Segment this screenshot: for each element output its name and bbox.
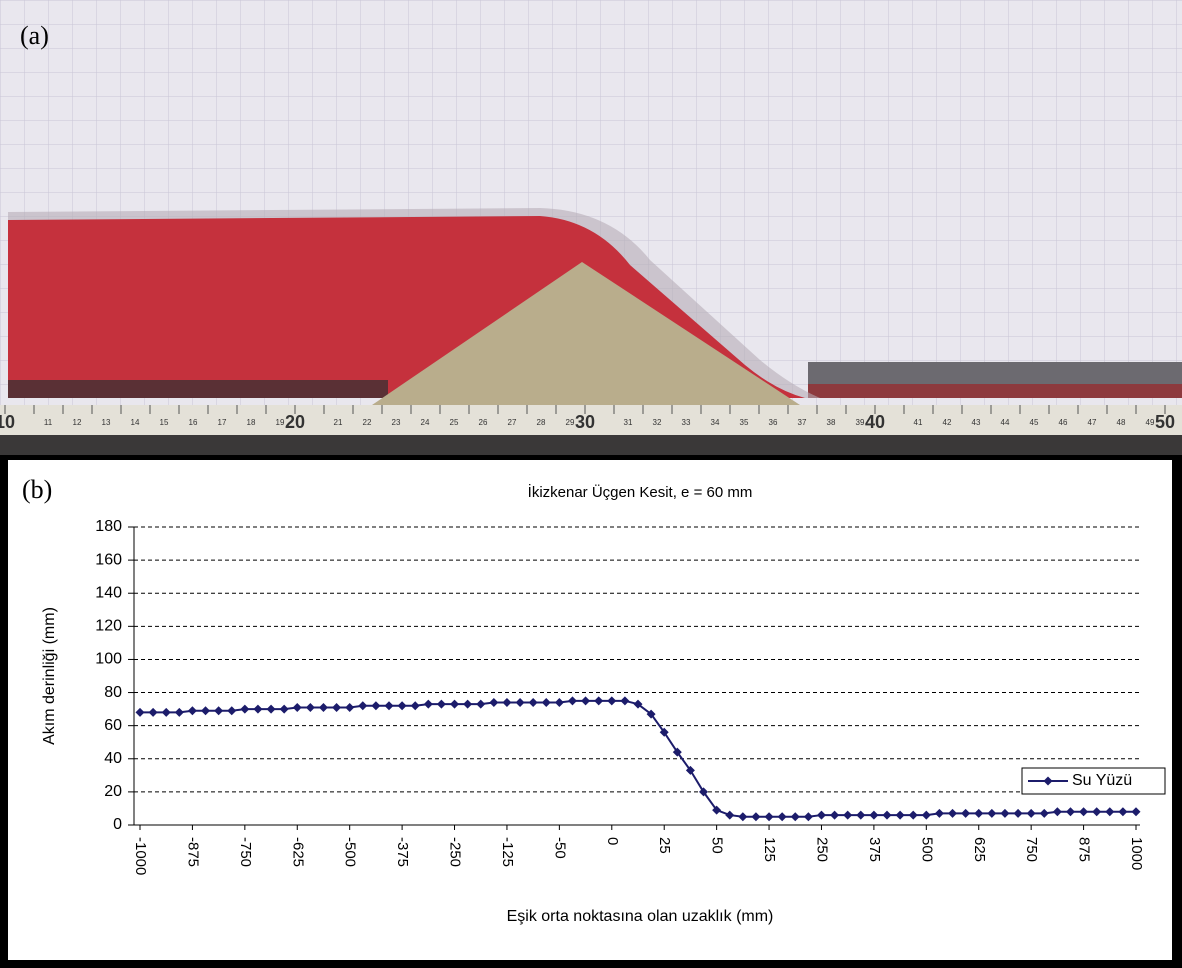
x-tick-label: 125 (761, 837, 778, 862)
ruler-label: 16 (189, 418, 198, 427)
ruler-label: 30 (575, 412, 595, 432)
ruler-label: 19 (276, 418, 285, 427)
ruler-label: 11 (44, 418, 53, 427)
ruler-label: 43 (972, 418, 981, 427)
x-tick-label: -500 (342, 837, 359, 867)
x-tick-label: -50 (551, 837, 568, 859)
ruler-label: 29 (566, 418, 575, 427)
x-tick-label: -125 (499, 837, 516, 867)
ruler-label: 26 (479, 418, 488, 427)
ruler-label: 17 (218, 418, 227, 427)
ruler-label: 10 (0, 412, 15, 432)
ruler-label: 24 (421, 418, 430, 427)
ruler-label: 33 (682, 418, 691, 427)
ruler-label: 36 (769, 418, 778, 427)
ruler-label: 45 (1030, 418, 1039, 427)
x-tick-label: 375 (866, 837, 883, 862)
x-tick-label: -750 (237, 837, 254, 867)
y-tick-label: 0 (113, 816, 122, 833)
y-tick-label: 180 (95, 518, 122, 535)
ruler-label: 50 (1155, 412, 1175, 432)
chart-frame (8, 460, 1172, 960)
y-tick-label: 120 (95, 618, 122, 635)
panel-label: (a) (20, 21, 49, 50)
ruler-label: 47 (1088, 418, 1097, 427)
y-tick-label: 140 (95, 584, 122, 601)
ruler-label: 25 (450, 418, 459, 427)
ruler-label: 44 (1001, 418, 1010, 427)
photo-edge (0, 435, 1182, 455)
ruler-label: 48 (1117, 418, 1126, 427)
x-tick-label: -1000 (132, 837, 149, 875)
ruler-label: 41 (914, 418, 923, 427)
x-tick-label: 875 (1076, 837, 1093, 862)
ruler-label: 42 (943, 418, 952, 427)
x-tick-label: -375 (394, 837, 411, 867)
y-tick-label: 40 (104, 750, 122, 767)
x-tick-label: -250 (447, 837, 464, 867)
y-tick-label: 20 (104, 783, 122, 800)
ruler-label: 39 (856, 418, 865, 427)
channel-bed (8, 380, 388, 398)
y-tick-label: 60 (104, 717, 122, 734)
figure: (a) 101112131415161718192021222324252627… (0, 0, 1182, 968)
ruler-label: 14 (131, 418, 140, 427)
ruler-label: 23 (392, 418, 401, 427)
x-tick-label: 50 (709, 837, 726, 854)
ruler-label: 20 (285, 412, 305, 432)
ruler-label: 32 (653, 418, 662, 427)
x-tick-label: 625 (971, 837, 988, 862)
ruler-label: 37 (798, 418, 807, 427)
ruler-label: 15 (160, 418, 169, 427)
x-tick-label: 1000 (1128, 837, 1145, 870)
ruler-label: 40 (865, 412, 885, 432)
x-tick-label: -625 (289, 837, 306, 867)
photo: (a) 10 11 12 13 14 15 16 17 18 1920 21 22 23 24 25 26 27… (0, 0, 1182, 455)
ruler-label: 13 (102, 418, 111, 427)
panel-label: (b) (22, 475, 52, 504)
ruler-label: 22 (363, 418, 372, 427)
ruler-label: 28 (537, 418, 546, 427)
page: {"photo":{"label":"(a)","ruler":[10,11,1… (0, 0, 1182, 968)
y-tick-label: 80 (104, 684, 122, 701)
ruler-label: 49 (1146, 418, 1155, 427)
downstream-dye (808, 384, 1182, 398)
legend-label: Su Yüzü (1072, 772, 1132, 789)
y-tick-label: 160 (95, 551, 122, 568)
x-axis-label: Eşik orta noktasına olan uzaklık (mm) (507, 908, 774, 925)
x-tick-label: 750 (1023, 837, 1040, 862)
ruler-label: 35 (740, 418, 749, 427)
x-tick-label: 0 (604, 837, 621, 845)
x-tick-label: 250 (814, 837, 831, 862)
x-tick-label: 500 (918, 837, 935, 862)
ruler-label: 27 (508, 418, 517, 427)
x-tick-label: 25 (656, 837, 673, 854)
x-tick-label: -875 (184, 837, 201, 867)
ruler-label: 18 (247, 418, 256, 427)
chart-title: İkizkenar Üçgen Kesit, e = 60 mm (528, 483, 753, 501)
ruler-label: 38 (827, 418, 836, 427)
y-tick-label: 100 (95, 651, 122, 668)
ruler-label: 34 (711, 418, 720, 427)
ruler-label: 12 (73, 418, 82, 427)
ruler-label: 31 (624, 418, 633, 427)
ruler-label: 46 (1059, 418, 1068, 427)
ruler-label: 21 (334, 418, 343, 427)
y-axis-label: Akım derinliği (mm) (41, 607, 58, 745)
